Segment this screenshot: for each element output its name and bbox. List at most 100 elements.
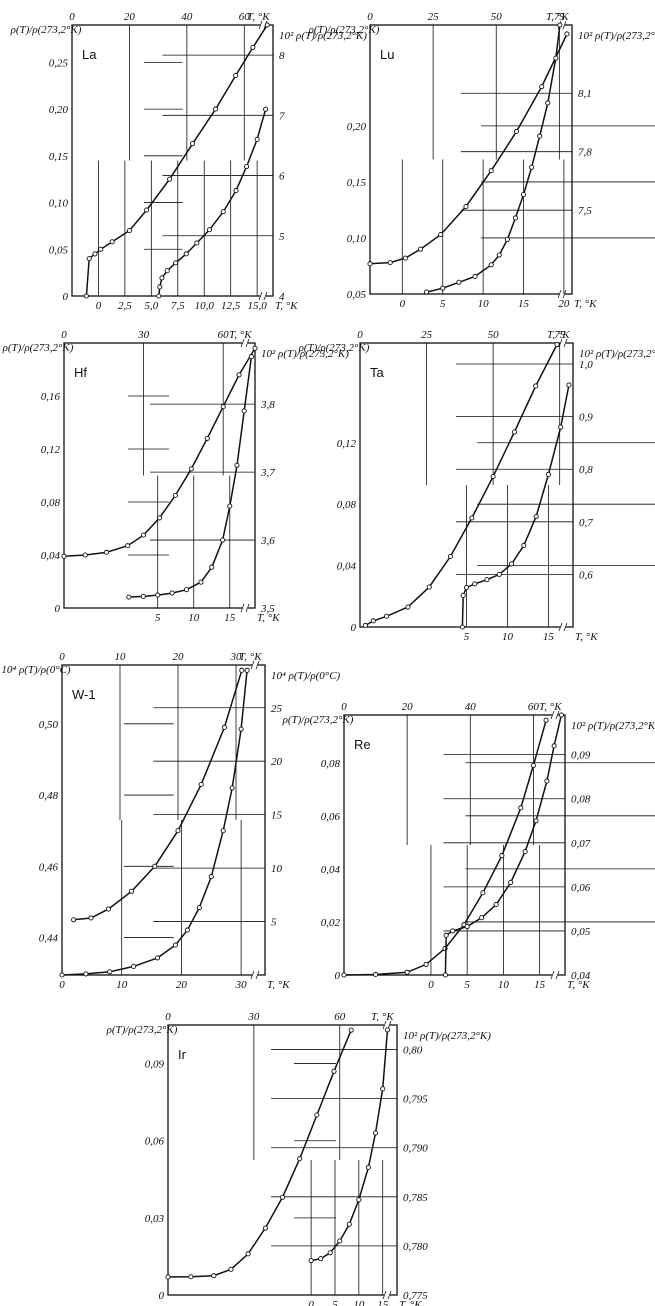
data-point xyxy=(331,1068,337,1074)
data-point xyxy=(204,435,210,441)
top-tick-label: 25 xyxy=(428,11,440,23)
data-point xyxy=(443,932,449,938)
right-tick-label: 7,5 xyxy=(578,205,592,217)
right-tick-label: 25 xyxy=(271,703,283,715)
right-tick-label: 0,795 xyxy=(403,1094,428,1106)
series-line-top-left xyxy=(369,33,568,265)
data-point xyxy=(384,1027,391,1033)
data-point xyxy=(220,209,226,215)
bottom-tick-label: 20 xyxy=(176,979,188,991)
data-point xyxy=(190,141,196,147)
data-point xyxy=(417,246,424,252)
data-point xyxy=(463,585,470,591)
right-tick-label: 0,05 xyxy=(571,926,591,938)
top-tick-label: 20 xyxy=(124,11,136,23)
data-point xyxy=(450,928,456,934)
data-point xyxy=(456,279,462,285)
data-point xyxy=(227,503,233,509)
left-tick-label: 0,03 xyxy=(145,1213,165,1225)
axis-break xyxy=(560,339,566,347)
data-point xyxy=(172,492,178,498)
y-axis-label-right: 10² ρ(T)/ρ(273,2°K) xyxy=(261,348,349,360)
bottom-tick-label: 30 xyxy=(235,979,248,991)
data-point xyxy=(484,577,490,583)
panel-ir: 0 30 60 0 5 10 15 0 0,03 0,06 0,09 0,775 0,780 0,785 0… xyxy=(106,1011,492,1306)
y-axis-label-left: ρ(T)/ρ(273,2°K) xyxy=(308,24,380,36)
data-point xyxy=(509,561,515,567)
data-point xyxy=(221,724,227,730)
left-tick-label: 0,20 xyxy=(49,104,69,116)
bottom-tick-label: 2,5 xyxy=(118,300,132,312)
series-line-bottom-right xyxy=(61,670,248,976)
data-point xyxy=(109,239,115,245)
data-point xyxy=(155,592,161,598)
data-point xyxy=(156,515,163,521)
data-point xyxy=(198,579,204,585)
data-point xyxy=(244,163,250,170)
panel-la: 0 20 40 60 0 2,5 5,0 7,5 10,0 12,5 15,0 0 0,05 0,10 0,… xyxy=(10,11,368,312)
data-point xyxy=(173,260,179,266)
top-tick-label: 0 xyxy=(367,11,373,23)
y-axis-label-left: ρ(T)/ρ(273,2°K) xyxy=(10,24,82,36)
x-axis-label-bottom: T, °K xyxy=(267,979,290,991)
data-point xyxy=(327,1250,333,1256)
data-point xyxy=(520,192,527,198)
right-tick-label: 0,6 xyxy=(579,569,593,581)
axis-break-mark xyxy=(558,622,563,632)
data-point xyxy=(241,408,247,414)
data-point xyxy=(308,1258,314,1264)
data-point xyxy=(194,240,200,246)
right-tick-label: 5 xyxy=(271,917,277,929)
axis-break-mark xyxy=(240,603,245,613)
data-point xyxy=(220,404,226,410)
bottom-tick-label: 5 xyxy=(332,1299,338,1306)
data-point xyxy=(539,84,545,90)
data-point xyxy=(141,532,147,538)
data-point xyxy=(544,778,550,784)
data-point xyxy=(564,31,570,37)
data-point xyxy=(380,1086,386,1092)
panel-frame xyxy=(61,664,266,976)
right-tick-label: 0,8 xyxy=(579,464,593,476)
data-point xyxy=(348,1027,354,1033)
y-axis-label-right: 10² ρ(T)/ρ(273,2°K) xyxy=(403,1030,491,1042)
data-point xyxy=(557,22,563,28)
right-tick-label: 0,06 xyxy=(571,882,591,894)
right-tick-label: 5 xyxy=(279,231,285,243)
data-point xyxy=(209,564,215,570)
right-tick-label: 0,775 xyxy=(403,1290,428,1302)
data-point xyxy=(236,372,242,378)
data-point xyxy=(183,587,190,593)
data-point xyxy=(370,618,376,624)
panel-title: Lu xyxy=(380,47,394,62)
axis-break xyxy=(384,1291,390,1299)
left-tick-label: 0,25 xyxy=(49,57,69,69)
panel-title: W-1 xyxy=(72,687,96,702)
data-point xyxy=(82,552,88,558)
data-point xyxy=(566,382,572,388)
data-point xyxy=(387,260,393,266)
data-point xyxy=(157,284,163,290)
y-axis-label-left: ρ(T)/ρ(273,2°K) xyxy=(106,1024,178,1036)
series-line-bottom-right xyxy=(426,24,561,293)
left-tick-label: 0,02 xyxy=(321,917,341,929)
data-point xyxy=(551,743,557,749)
right-tick-label: 0,9 xyxy=(579,412,593,424)
top-tick-label: 0 xyxy=(69,11,75,23)
left-tick-label: 0,05 xyxy=(347,289,367,301)
axis-break-mark xyxy=(550,710,555,720)
data-point xyxy=(263,106,269,112)
top-tick-label: 60 xyxy=(239,11,251,23)
bottom-tick-label: 15 xyxy=(377,1299,389,1306)
data-point xyxy=(442,972,448,978)
left-tick-label: 0 xyxy=(55,603,61,615)
bottom-tick-label: 15 xyxy=(543,631,555,643)
data-point xyxy=(530,762,536,768)
right-tick-label: 0,07 xyxy=(571,838,591,850)
data-point xyxy=(156,293,162,299)
data-point xyxy=(154,955,161,961)
right-tick-label: 20 xyxy=(271,756,283,768)
x-axis-label-top: T, °K xyxy=(247,11,270,23)
bottom-tick-label: 5 xyxy=(464,631,470,643)
axis-break-mark xyxy=(250,970,255,980)
